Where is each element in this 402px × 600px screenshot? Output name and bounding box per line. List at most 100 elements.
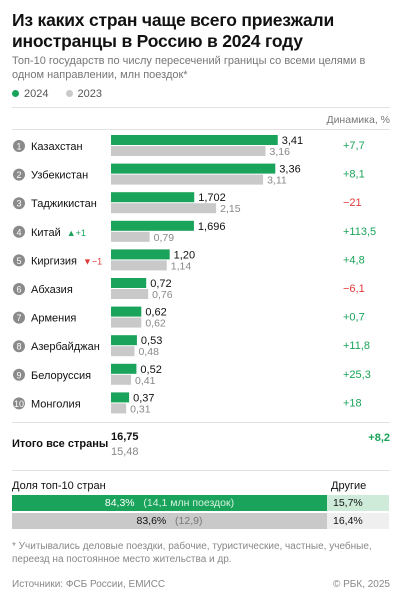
rank-number: 9 <box>16 370 21 380</box>
share-bar-2023: 83,6% (12,9) 16,4% <box>12 513 389 529</box>
bar-2024 <box>111 220 194 231</box>
rank-number: 6 <box>16 285 21 295</box>
copyright: © РБК, 2025 <box>332 579 390 590</box>
rank-circle <box>13 397 25 410</box>
value-label-2023: 0,62 <box>145 318 166 330</box>
rank-number: 2 <box>16 170 21 180</box>
total-value-2023: 15,48 <box>111 446 139 458</box>
dynamics-value: +4,8 <box>343 254 365 266</box>
bar-2024 <box>111 135 278 145</box>
rank-circle <box>13 283 25 295</box>
value-label-2023: 0,79 <box>154 232 175 244</box>
chart-subtitle: Топ-10 государств по числу пересечений г… <box>12 55 366 81</box>
dynamics-value: +25,3 <box>343 369 371 381</box>
country-label: Белоруссия <box>31 370 91 382</box>
header-divider <box>12 129 390 130</box>
legend-item-2024: 2024 <box>12 88 48 100</box>
value-label-2024: 3,41 <box>282 135 303 147</box>
share-other-2023: 16,4% <box>327 513 389 529</box>
share-header: Доля топ-10 стран <box>12 480 106 492</box>
legend-label-2023: 2023 <box>77 88 103 100</box>
value-label-2023: 0,31 <box>130 403 151 415</box>
bar-2023 <box>111 174 264 185</box>
share-pct-2024: 84,3% <box>104 497 135 509</box>
dynamics-value: −21 <box>343 197 362 209</box>
bar-2024 <box>111 192 195 203</box>
chart-title: Из каких стран чаще всего приезжали инос… <box>12 10 334 51</box>
total-label: Итого все страны <box>12 438 109 450</box>
legend-item-2023: 2023 <box>65 88 103 100</box>
country-label: Таджикистан <box>31 198 97 210</box>
top-divider <box>12 107 390 108</box>
rank-circle <box>13 197 25 210</box>
bar-2024 <box>111 363 137 374</box>
value-label-2024: 0,72 <box>150 278 171 290</box>
bar-2023 <box>111 346 135 357</box>
value-label-2023: 0,48 <box>138 346 159 358</box>
value-label-2023: 3,11 <box>267 175 287 187</box>
bar-2023 <box>111 317 142 328</box>
bar-2023 <box>111 289 149 299</box>
value-label-2024: 0,37 <box>133 392 154 404</box>
share-bar-2024-top10: 84,3% (14,1 млн поездок) <box>12 495 327 511</box>
value-label-2023: 1,14 <box>171 260 192 272</box>
country-label: Азербайджан <box>31 341 100 353</box>
bar-2023 <box>111 203 217 214</box>
country-label: Киргизия ▼−1 <box>31 255 102 267</box>
share-divider <box>12 470 390 471</box>
value-label-2023: 3,16 <box>270 146 291 158</box>
bar-chart: 1 Казахстан 3,413,16 +7,7 2 Узбекистан 3,363,1… <box>13 135 376 415</box>
bar-2023 <box>111 403 127 414</box>
dynamics-value: +7,7 <box>343 140 365 152</box>
country-label: Узбекистан <box>31 170 88 182</box>
share-note-2024: (14,1 млн поездок) <box>143 497 235 509</box>
rank-number: 3 <box>16 199 21 209</box>
share-bar-2024: 84,3% (14,1 млн поездок) 15,7% <box>12 495 389 511</box>
rank-number: 8 <box>16 342 21 352</box>
country-label: Казахстан <box>31 141 83 153</box>
value-label-2024: 1,696 <box>198 221 226 233</box>
total-value-2024: 16,75 <box>111 431 139 443</box>
dynamics-value: +8,1 <box>343 169 365 181</box>
other-header: Другие <box>331 480 367 492</box>
bar-2024 <box>111 306 142 317</box>
rank-number: 7 <box>16 313 21 323</box>
bar-2024 <box>111 392 130 403</box>
dynamics-value: +0,7 <box>343 312 365 324</box>
dynamics-header: Динамика, % <box>326 114 390 126</box>
country-label: Китай ▲+1 <box>31 227 86 239</box>
dynamics-value: +113,5 <box>343 226 376 238</box>
rank-circle <box>13 168 25 181</box>
bar-2024 <box>111 278 147 288</box>
share-pct-2023: 83,6% <box>136 515 167 527</box>
total-dynamics: +8,2 <box>368 432 390 444</box>
country-label: Армения <box>31 313 76 325</box>
legend: 2024 2023 <box>12 88 116 100</box>
value-label-2024: 0,62 <box>145 307 166 319</box>
value-label-2024: 0,52 <box>140 364 161 376</box>
value-label-2023: 0,41 <box>135 375 156 387</box>
bar-2024 <box>111 335 137 346</box>
rank-number: 5 <box>16 256 21 266</box>
country-label: Монголия <box>31 398 81 410</box>
dynamics-value: −6,1 <box>343 283 365 295</box>
value-label-2024: 3,36 <box>279 164 300 176</box>
rank-number: 10 <box>14 399 24 409</box>
country-label: Абхазия <box>31 284 73 296</box>
rank-circle <box>13 311 25 324</box>
value-label-2023: 0,76 <box>152 289 173 301</box>
rank-number: 1 <box>16 142 21 152</box>
footnote: * Учитывались деловые поездки, рабочие, … <box>12 541 372 565</box>
rank-circle <box>13 340 25 353</box>
bar-2023 <box>111 374 132 385</box>
dynamics-value: +11,8 <box>343 340 370 352</box>
rank-number: 4 <box>16 227 21 237</box>
bar-2023 <box>111 231 150 242</box>
rank-circle <box>13 140 25 152</box>
legend-label-2024: 2024 <box>24 88 49 100</box>
rank-change-badge: ▼−1 <box>83 256 102 266</box>
share-bar-2023-top10: 83,6% (12,9) <box>12 513 327 529</box>
share-other-2024: 15,7% <box>327 495 389 511</box>
total-divider <box>12 422 390 423</box>
legend-dot-2023 <box>65 90 73 97</box>
